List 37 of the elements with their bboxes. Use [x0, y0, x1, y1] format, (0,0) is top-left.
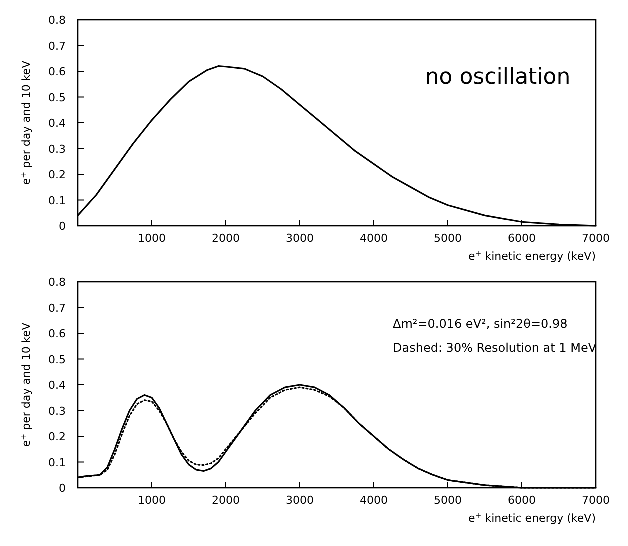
x-tick-label: 2000 — [212, 494, 240, 507]
y-tick-label: 0.5 — [48, 91, 66, 104]
x-tick-label: 2000 — [212, 232, 240, 245]
y-tick-label: 0.1 — [48, 456, 66, 470]
y-tick-label: 0.1 — [48, 194, 66, 208]
y-tick-label: 0 — [59, 482, 66, 495]
annotation: Δm²=0.016 eV², sin²2θ=0.98 — [393, 317, 568, 331]
y-tick-label: 0.6 — [48, 328, 66, 340]
x-tick-label: 6000 — [508, 494, 536, 507]
x-tick-label: 4000 — [360, 494, 388, 507]
x-tick-label: 7000 — [582, 494, 610, 507]
annotation: Dashed: 30% Resolution at 1 MeV — [393, 341, 598, 355]
y-tick-label: 0.2 — [48, 430, 66, 444]
y-tick-label: 0.8 — [48, 276, 66, 289]
x-tick-label: 7000 — [582, 232, 610, 245]
x-tick-label: 4000 — [360, 232, 388, 245]
x-tick-label: 6000 — [508, 232, 536, 245]
x-axis-title: e$^{+}$ kinetic energy (keV) — [468, 248, 596, 263]
annotation: no oscillation — [425, 65, 571, 90]
x-tick-label: 5000 — [434, 232, 462, 245]
x-tick-label: 3000 — [286, 494, 314, 507]
x-tick-label: 1000 — [138, 232, 166, 245]
x-tick-label: 5000 — [434, 494, 462, 507]
y-tick-label: 0.7 — [48, 302, 66, 315]
y-tick-label: 0 — [59, 220, 66, 233]
x-axis-title: e$^{+}$ kinetic energy (keV) — [468, 510, 596, 525]
y-tick-label: 0.8 — [48, 14, 66, 27]
y-tick-label: 0.5 — [48, 353, 66, 366]
y-tick-label: 0.3 — [48, 404, 66, 418]
y-tick-label: 0.4 — [48, 379, 66, 392]
y-tick-label: 0.7 — [48, 40, 66, 53]
y-tick-label: 0.4 — [48, 117, 66, 130]
x-tick-label: 1000 — [138, 494, 166, 507]
x-tick-label: 3000 — [286, 232, 314, 245]
y-tick-label: 0.2 — [48, 168, 66, 182]
y-tick-label: 0.6 — [48, 66, 66, 78]
y-tick-label: 0.3 — [48, 142, 66, 156]
